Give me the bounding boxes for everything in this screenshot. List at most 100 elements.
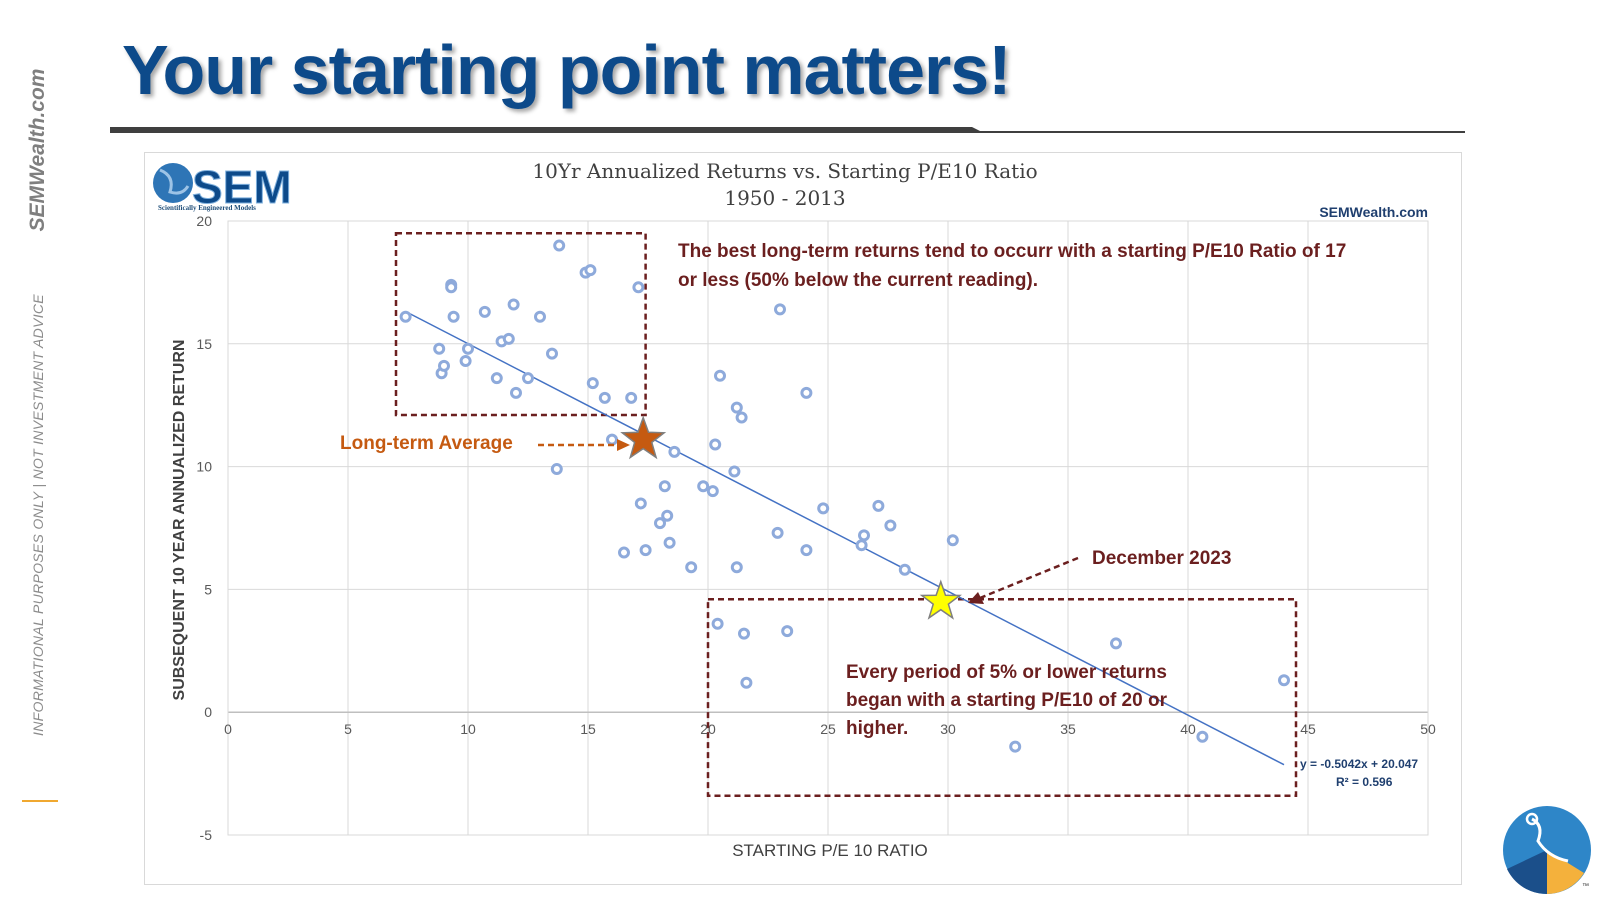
data-point [625,391,638,404]
data-point [478,305,491,318]
data-point [697,480,710,493]
current-label: December 2023 [1092,548,1231,569]
highlight-box [706,597,1298,797]
data-point [598,391,611,404]
sem-logo-text: SEM [192,161,292,213]
trend-equation: y = -0.5042x + 20.047 [1300,757,1418,771]
data-point [447,310,460,323]
globe-swoosh-icon [159,168,190,195]
y-tick-label: 5 [204,581,212,597]
bottom-box-text-line3: higher. [846,718,908,739]
current-arrow-head [968,592,984,604]
y-tick-label: 10 [196,459,212,475]
x-tick-label: 45 [1300,721,1316,737]
trendline [405,310,1285,766]
data-point [800,544,813,557]
data-point [433,342,446,355]
data-point [502,332,515,345]
x-tick-label: 50 [1420,721,1436,737]
highlight-boxes [394,232,1298,797]
sem-logo: SEM Scientifically Engineered Models [153,161,292,214]
data-point [586,377,599,390]
data-point [817,502,830,515]
trendline-layer [405,310,1285,766]
data-point [735,411,748,424]
chart-grid [227,220,1429,836]
data-point [800,386,813,399]
chart-frame [144,152,1462,885]
data-point [709,438,722,451]
data-point [507,298,520,311]
x-tick-label: 30 [940,721,956,737]
data-point [438,359,450,372]
data-point [606,433,618,446]
december-2023-star-icon [919,579,962,620]
data-point [711,617,724,630]
trademark-mark: ™ [1582,883,1589,890]
data-point [490,372,503,385]
top-box-text-line1: The best long-term returns tend to occur… [678,241,1346,262]
x-tick-label: 20 [700,721,716,737]
data-point [668,445,681,458]
plot-area-border [227,220,1429,836]
axis-ticks: 0 5 10 15 20 25 30 35 40 45 50 -5 0 5 10 15 20 [196,213,1436,843]
data-point [884,519,897,532]
sem-logo-tagline: Scientifically Engineered Models [158,204,256,212]
data-point [534,310,546,323]
brand-logo-icon [1503,806,1591,895]
trend-r2: R² = 0.596 [1336,775,1393,789]
globe-icon [153,163,193,203]
data-point [774,303,786,316]
data-point [584,264,597,277]
average-label: Long-term Average [340,433,513,454]
site-label: SEMWealth.com [1319,204,1428,220]
x-tick-label: 10 [460,721,476,737]
x-tick-label: 35 [1060,721,1076,737]
data-point [1110,637,1122,650]
data-point [634,497,647,510]
data-point [781,625,794,638]
data-point [738,627,750,640]
data-points [399,239,1290,753]
data-point [462,342,474,355]
title-underline [110,127,1465,133]
data-point [872,499,885,512]
data-point [658,480,671,493]
data-point [898,563,911,576]
data-point [459,354,472,367]
marker-layer [620,415,962,620]
bottom-box-text-line2: began with a starting P/E10 of 20 or [846,690,1168,711]
side-accent-dash [22,800,58,802]
long-term-average-star-icon [620,415,667,460]
bottom-box-text-line1: Every period of 5% or lower returns [846,662,1167,683]
chart-title-line1: 10Yr Annualized Returns vs. Starting P/E… [532,159,1037,183]
y-tick-label: 0 [204,704,212,720]
x-axis-title: STARTING P/E 10 RATIO [732,841,928,860]
data-point [685,561,698,574]
highlight-box [394,232,647,417]
data-point [510,386,522,399]
y-tick-label: 20 [196,213,212,229]
data-point [661,509,674,522]
data-point [771,526,784,539]
data-point [1278,674,1290,687]
slide-title: Your starting point matters! [122,31,1012,109]
data-point [639,544,652,557]
y-tick-label: 15 [196,336,212,352]
data-point [706,485,719,498]
x-tick-label: 40 [1180,721,1196,737]
data-point [946,534,959,547]
data-point [714,369,726,382]
x-tick-label: 0 [224,721,232,737]
data-point [728,465,741,478]
data-point [546,347,558,360]
data-point [522,372,534,385]
average-arrow-head [617,439,630,451]
data-point [632,281,645,294]
chart-title-line2: 1950 - 2013 [724,186,845,210]
x-tick-label: 25 [820,721,836,737]
data-point [858,529,870,542]
data-point [730,561,743,574]
data-point [618,546,630,559]
y-tick-label: -5 [200,827,213,843]
